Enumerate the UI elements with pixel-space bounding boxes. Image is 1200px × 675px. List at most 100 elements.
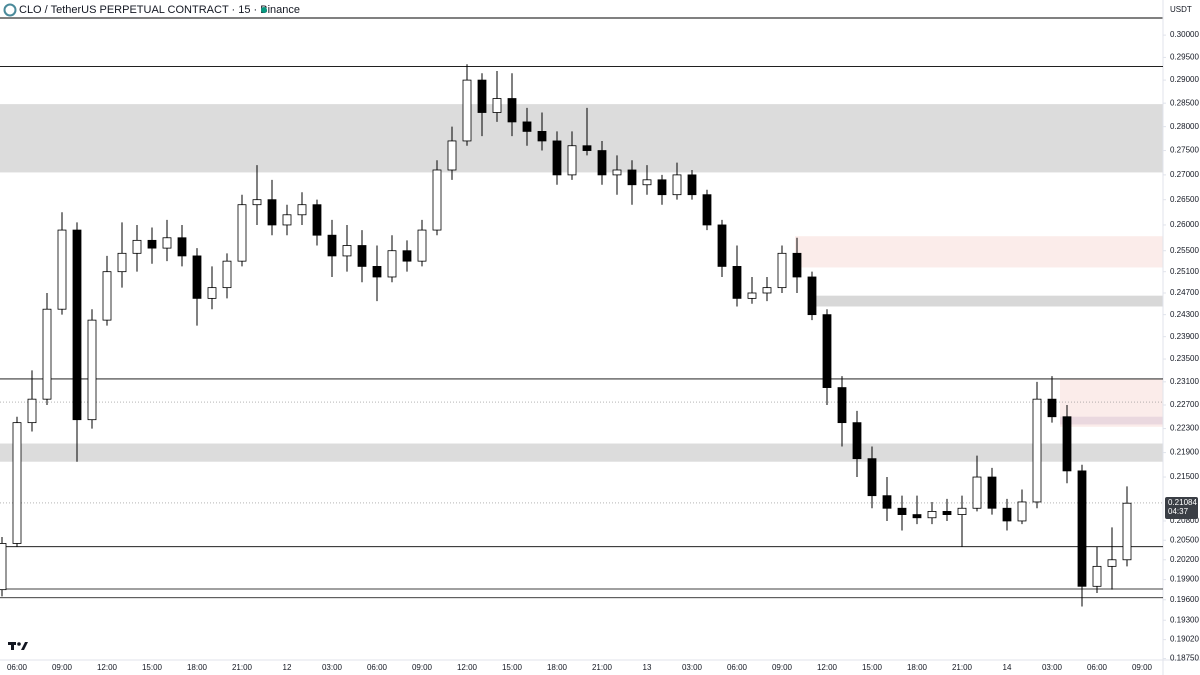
x-tick-label: 09:00 <box>772 663 793 672</box>
x-tick-label: 21:00 <box>952 663 973 672</box>
x-tick-label: 15:00 <box>142 663 163 672</box>
x-tick-label: 03:00 <box>322 663 343 672</box>
y-tick-label: 0.26500 <box>1170 195 1199 204</box>
candle-body <box>222 260 232 289</box>
candle-body <box>972 476 982 509</box>
y-axis-label: USDT <box>1170 5 1192 14</box>
candle-body <box>1062 416 1072 472</box>
x-tick-label: 06:00 <box>1087 663 1108 672</box>
candle-body <box>342 245 352 257</box>
candle-body <box>1017 501 1027 522</box>
candle-body <box>882 495 892 509</box>
y-tick-label: 0.21500 <box>1170 472 1199 481</box>
zone <box>815 295 1163 307</box>
x-tick-label: 12:00 <box>817 663 838 672</box>
candle-body <box>1122 502 1132 561</box>
candle-body <box>777 252 787 289</box>
candle-body <box>702 194 712 226</box>
y-tick-label: 0.28000 <box>1170 122 1199 131</box>
candle-body <box>867 458 877 497</box>
candle-body <box>897 507 907 515</box>
y-tick-label: 0.19900 <box>1170 575 1199 584</box>
candle-body <box>672 174 682 196</box>
x-tick-label: 09:00 <box>1132 663 1153 672</box>
candle-body <box>312 204 322 236</box>
x-tick-label: 15:00 <box>502 663 523 672</box>
candle-body <box>432 169 442 231</box>
candle-body <box>132 239 142 254</box>
chart-title: CLO / TetherUS PERPETUAL CONTRACT · 15 ·… <box>19 4 300 16</box>
candle-body <box>957 507 967 515</box>
x-tick-label: 21:00 <box>592 663 613 672</box>
candle-body <box>492 98 502 113</box>
candle-body <box>117 252 127 273</box>
y-tick-label: 0.25100 <box>1170 267 1199 276</box>
y-tick-label: 0.29500 <box>1170 53 1199 62</box>
y-tick-label: 0.23100 <box>1170 377 1199 386</box>
candle-body <box>1077 470 1087 587</box>
candle-body <box>192 255 202 299</box>
candle-body <box>27 398 37 424</box>
candle-body <box>252 199 262 206</box>
candle-body <box>927 511 937 519</box>
y-tick-label: 0.30000 <box>1170 30 1199 39</box>
y-tick-label: 0.21900 <box>1170 448 1199 457</box>
candle-body <box>942 511 952 515</box>
candle-body <box>912 514 922 519</box>
candle-body <box>792 252 802 278</box>
y-tick-label: 0.22300 <box>1170 424 1199 433</box>
x-tick-label: 03:00 <box>1042 663 1063 672</box>
y-tick-label: 0.23500 <box>1170 354 1199 363</box>
candle-body <box>462 79 472 142</box>
price-tag-label: 0.21084 <box>1168 498 1197 507</box>
candle-body <box>327 234 337 257</box>
y-tick-label: 0.20800 <box>1170 516 1199 525</box>
y-tick-label: 0.18750 <box>1170 654 1199 663</box>
candle-body <box>507 98 517 123</box>
candle-body <box>447 140 457 171</box>
y-tick-label: 0.25500 <box>1170 246 1199 255</box>
x-tick-label: 18:00 <box>187 663 208 672</box>
candle-body <box>567 145 577 176</box>
y-tick-label: 0.28500 <box>1170 98 1199 107</box>
candle-body <box>612 169 622 176</box>
candle-body <box>1047 398 1057 418</box>
y-tick-label: 0.27500 <box>1170 146 1199 155</box>
candle-body <box>657 179 667 196</box>
candle-body <box>582 145 592 151</box>
y-tick-label: 0.19020 <box>1170 635 1199 644</box>
zone <box>0 443 1163 462</box>
candle-body <box>357 245 367 267</box>
candle-body <box>102 271 112 321</box>
x-tick-label: 18:00 <box>547 663 568 672</box>
zone <box>1060 416 1163 425</box>
x-tick-label: 14 <box>1003 663 1012 672</box>
candle-body <box>732 266 742 299</box>
y-tick-label: 0.27000 <box>1170 170 1199 179</box>
candle-body <box>297 204 307 216</box>
candle-body <box>42 308 52 400</box>
candle-body <box>807 276 817 316</box>
x-tick-label: 06:00 <box>7 663 28 672</box>
y-tick-label: 0.24700 <box>1170 288 1199 297</box>
candle-body <box>987 476 997 509</box>
candle-body <box>1092 565 1102 587</box>
candle-body <box>687 174 697 196</box>
candle-body <box>522 121 532 132</box>
x-tick-label: 15:00 <box>862 663 883 672</box>
candle-body <box>717 224 727 267</box>
candle-body <box>597 150 607 176</box>
x-tick-label: 03:00 <box>682 663 703 672</box>
countdown: 04:37 <box>1168 507 1189 516</box>
candle-body <box>1032 398 1042 503</box>
y-tick-label: 0.20500 <box>1170 535 1199 544</box>
x-tick-label: 09:00 <box>412 663 433 672</box>
price-tag <box>1165 496 1198 519</box>
candle-body <box>762 287 772 294</box>
candle-body <box>87 319 97 421</box>
y-tick-label: 0.29000 <box>1170 75 1199 84</box>
symbol-icon <box>3 3 17 17</box>
candle-body <box>837 387 847 424</box>
candle-body <box>282 214 292 226</box>
